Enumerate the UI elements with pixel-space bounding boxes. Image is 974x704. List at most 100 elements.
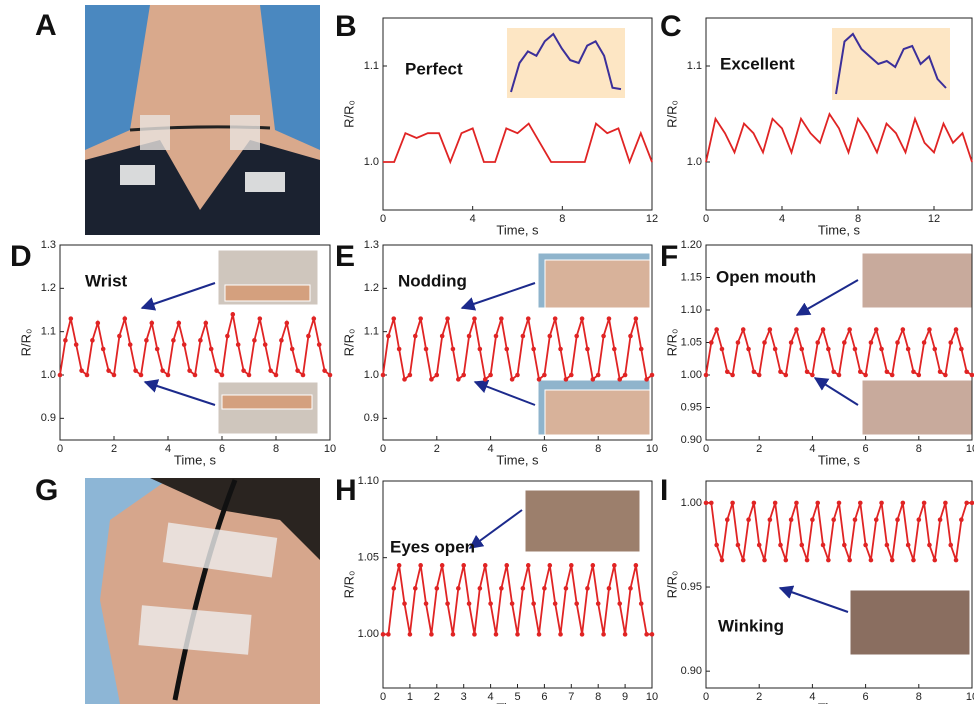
data-point <box>591 563 596 568</box>
data-point <box>730 373 735 378</box>
data-point <box>494 632 499 637</box>
data-point <box>397 563 402 568</box>
data-point <box>799 347 804 352</box>
data-point <box>328 373 333 378</box>
x-tick-label: 4 <box>488 443 494 455</box>
panel-label: E <box>335 240 355 273</box>
data-point <box>847 327 852 332</box>
data-point <box>917 373 922 378</box>
x-tick-label: 6 <box>541 691 547 703</box>
x-tick-label: 12 <box>928 213 940 225</box>
data-point <box>885 543 890 548</box>
panel-label: H <box>335 474 357 507</box>
data-point <box>510 377 515 382</box>
data-point <box>794 327 799 332</box>
y-tick-label: 1.0 <box>687 156 702 168</box>
data-point <box>585 586 590 591</box>
annotation: Excellent <box>720 54 795 73</box>
x-tick-label: 0 <box>380 691 386 703</box>
data-point <box>155 347 160 352</box>
data-point <box>101 347 106 352</box>
x-tick-label: 8 <box>595 691 601 703</box>
data-point <box>106 368 111 373</box>
data-point <box>220 373 225 378</box>
y-axis-label: R/R₀ <box>664 100 679 128</box>
data-point <box>714 543 719 548</box>
x-tick-label: 6 <box>219 443 225 455</box>
x-tick-label: 2 <box>434 443 440 455</box>
data-point <box>472 316 477 321</box>
x-tick-label: 8 <box>595 443 601 455</box>
data-point <box>789 517 794 522</box>
x-tick-label: 2 <box>111 443 117 455</box>
annotation: Winking <box>718 616 784 635</box>
data-point <box>778 369 783 374</box>
data-point <box>381 373 386 378</box>
data-point <box>927 327 932 332</box>
annotation: Nodding <box>398 271 467 290</box>
data-point <box>408 373 413 378</box>
data-point <box>263 342 268 347</box>
data-point <box>895 340 900 345</box>
data-point <box>810 517 815 522</box>
data-line <box>706 114 972 162</box>
data-point <box>704 501 709 506</box>
data-point <box>74 342 79 347</box>
data-point <box>607 586 612 591</box>
data-point <box>499 586 504 591</box>
x-tick-label: 8 <box>559 213 565 225</box>
data-point <box>418 563 423 568</box>
data-point <box>821 327 826 332</box>
y-tick-label: 1.05 <box>358 552 379 564</box>
x-tick-label: 8 <box>273 443 279 455</box>
x-tick-label: 10 <box>324 443 336 455</box>
photo-neck <box>85 5 320 235</box>
data-point <box>831 369 836 374</box>
data-point <box>799 543 804 548</box>
x-tick-label: 4 <box>809 443 815 455</box>
data-point <box>456 377 461 382</box>
data-point <box>704 373 709 378</box>
data-line <box>383 319 652 380</box>
data-point <box>499 316 504 321</box>
data-point <box>542 373 547 378</box>
x-tick-label: 4 <box>779 213 785 225</box>
data-point <box>408 632 413 637</box>
data-point <box>964 369 969 374</box>
data-point <box>959 347 964 352</box>
data-point <box>736 543 741 548</box>
x-tick-label: 3 <box>461 691 467 703</box>
x-tick-label: 9 <box>622 691 628 703</box>
data-point <box>831 517 836 522</box>
annotation: Open mouth <box>716 267 816 286</box>
y-tick-label: 0.95 <box>681 581 702 593</box>
data-point <box>709 501 714 506</box>
data-point <box>741 558 746 563</box>
x-tick-label: 10 <box>966 443 974 455</box>
data-point <box>440 563 445 568</box>
data-point <box>922 340 927 345</box>
data-point <box>445 316 450 321</box>
data-point <box>596 601 601 606</box>
y-tick-label: 1.2 <box>41 282 56 294</box>
data-point <box>634 316 639 321</box>
data-point <box>214 368 219 373</box>
panel-label: F <box>660 240 678 273</box>
data-point <box>601 632 606 637</box>
data-point <box>580 316 585 321</box>
data-point <box>96 321 101 326</box>
data-point <box>879 501 884 506</box>
annotation: Perfect <box>405 59 463 78</box>
data-point <box>402 601 407 606</box>
data-point <box>274 373 279 378</box>
data-point <box>63 338 68 343</box>
figure: A G 1.01.104812Time, sR/R₀PerfectB1.01.1… <box>0 0 974 704</box>
x-tick-label: 4 <box>470 213 476 225</box>
x-tick-label: 10 <box>966 691 974 703</box>
data-line <box>60 314 330 375</box>
data-point <box>709 340 714 345</box>
data-point <box>932 558 937 563</box>
data-point <box>644 377 649 382</box>
data-point <box>906 347 911 352</box>
data-point <box>531 601 536 606</box>
